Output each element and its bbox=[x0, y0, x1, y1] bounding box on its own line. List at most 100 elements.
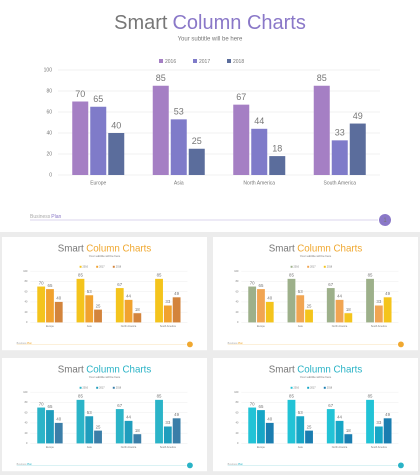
legend-swatch bbox=[307, 265, 310, 268]
bar bbox=[331, 140, 348, 175]
bar bbox=[366, 399, 374, 444]
legend-swatch bbox=[96, 265, 99, 268]
y-tick-label: 0 bbox=[237, 321, 239, 324]
y-tick-label: 20 bbox=[236, 311, 239, 314]
y-tick-label: 80 bbox=[25, 401, 28, 404]
value-label: 18 bbox=[346, 428, 351, 433]
bar bbox=[344, 434, 353, 444]
value-label: 40 bbox=[111, 120, 121, 130]
bar bbox=[108, 133, 125, 175]
value-label: 18 bbox=[346, 307, 351, 312]
x-tick-label: Europe bbox=[46, 446, 55, 449]
legend-swatch bbox=[290, 265, 293, 268]
legend-label: 2017 bbox=[199, 59, 210, 65]
bar bbox=[326, 288, 335, 323]
x-tick-label: Asia bbox=[87, 325, 92, 328]
legend-label: 2017 bbox=[310, 387, 316, 390]
value-label: 65 bbox=[259, 283, 264, 288]
value-label: 67 bbox=[328, 403, 333, 408]
bar bbox=[335, 299, 344, 323]
bar bbox=[37, 407, 46, 444]
value-label: 65 bbox=[259, 404, 264, 409]
bar bbox=[383, 418, 392, 444]
bar bbox=[76, 278, 85, 323]
title-part: Column Charts bbox=[297, 243, 362, 254]
page-badge bbox=[379, 214, 391, 226]
value-label: 33 bbox=[165, 299, 170, 304]
value-label: 44 bbox=[126, 415, 131, 420]
chart-subtitle: Your subtitle will be here bbox=[89, 254, 121, 258]
legend-swatch bbox=[96, 386, 99, 389]
page-badge bbox=[186, 462, 193, 469]
value-label: 40 bbox=[56, 296, 61, 301]
bar bbox=[287, 399, 296, 444]
x-tick-label: Asia bbox=[174, 180, 184, 186]
y-tick-label: 0 bbox=[26, 321, 28, 324]
value-label: 85 bbox=[368, 394, 373, 399]
x-tick-label: North America bbox=[332, 446, 348, 449]
value-label: 53 bbox=[87, 289, 92, 294]
value-label: 70 bbox=[39, 280, 44, 285]
y-tick-label: 100 bbox=[23, 270, 28, 273]
y-tick-label: 100 bbox=[23, 391, 28, 394]
legend-swatch bbox=[112, 265, 115, 268]
legend-label: 2016 bbox=[294, 266, 300, 269]
value-label: 33 bbox=[376, 299, 381, 304]
value-label: 85 bbox=[157, 394, 162, 399]
value-label: 49 bbox=[353, 111, 363, 121]
footer-part: Business bbox=[228, 342, 239, 345]
bar bbox=[326, 409, 335, 444]
slide-background bbox=[2, 358, 208, 472]
legend-label: 2018 bbox=[116, 387, 122, 390]
bar bbox=[248, 286, 257, 323]
x-tick-label: Asia bbox=[87, 446, 92, 449]
bar bbox=[257, 289, 265, 323]
footer-part: Business bbox=[17, 463, 28, 466]
bar bbox=[170, 119, 187, 175]
chart-title: Smart Column Charts bbox=[269, 364, 363, 375]
x-tick-label: North America bbox=[121, 325, 137, 328]
title-part: Smart bbox=[58, 364, 84, 375]
x-tick-label: North America bbox=[243, 180, 275, 186]
bar bbox=[305, 430, 313, 444]
slide-background bbox=[213, 358, 419, 472]
footer-part: Business bbox=[228, 463, 239, 466]
legend-swatch bbox=[112, 386, 115, 389]
value-label: 85 bbox=[289, 273, 294, 278]
bar bbox=[374, 426, 383, 444]
x-tick-label: South America bbox=[160, 325, 176, 328]
x-tick-label: South America bbox=[160, 446, 176, 449]
title-part: Column Charts bbox=[297, 364, 362, 375]
bar bbox=[269, 156, 286, 175]
legend-label: 2018 bbox=[116, 266, 122, 269]
legend-label: 2016 bbox=[83, 266, 89, 269]
value-label: 70 bbox=[250, 401, 255, 406]
title-part: Smart bbox=[269, 243, 295, 254]
legend-swatch bbox=[290, 386, 293, 389]
bar bbox=[133, 313, 142, 323]
footer-text: BusinessPlan bbox=[228, 463, 244, 466]
bar bbox=[124, 420, 133, 444]
x-tick-label: Europe bbox=[90, 180, 106, 186]
value-label: 25 bbox=[307, 424, 312, 429]
y-tick-label: 60 bbox=[25, 290, 28, 293]
value-label: 25 bbox=[192, 136, 202, 146]
page-badge bbox=[397, 341, 404, 348]
value-label: 70 bbox=[75, 89, 85, 99]
value-label: 49 bbox=[385, 412, 390, 417]
x-tick-label: South America bbox=[371, 446, 387, 449]
bar bbox=[124, 299, 133, 323]
legend-swatch bbox=[227, 59, 231, 63]
bar bbox=[155, 278, 163, 323]
bar bbox=[133, 434, 142, 444]
bar bbox=[366, 278, 374, 323]
value-label: 40 bbox=[56, 417, 61, 422]
title-part: Column Charts bbox=[86, 364, 151, 375]
value-label: 33 bbox=[376, 420, 381, 425]
y-tick-label: 40 bbox=[46, 130, 52, 136]
page-badge bbox=[397, 462, 404, 469]
bar bbox=[265, 422, 274, 444]
chart-subtitle: Your subtitle will be here bbox=[300, 254, 332, 258]
x-tick-label: Europe bbox=[46, 325, 55, 328]
